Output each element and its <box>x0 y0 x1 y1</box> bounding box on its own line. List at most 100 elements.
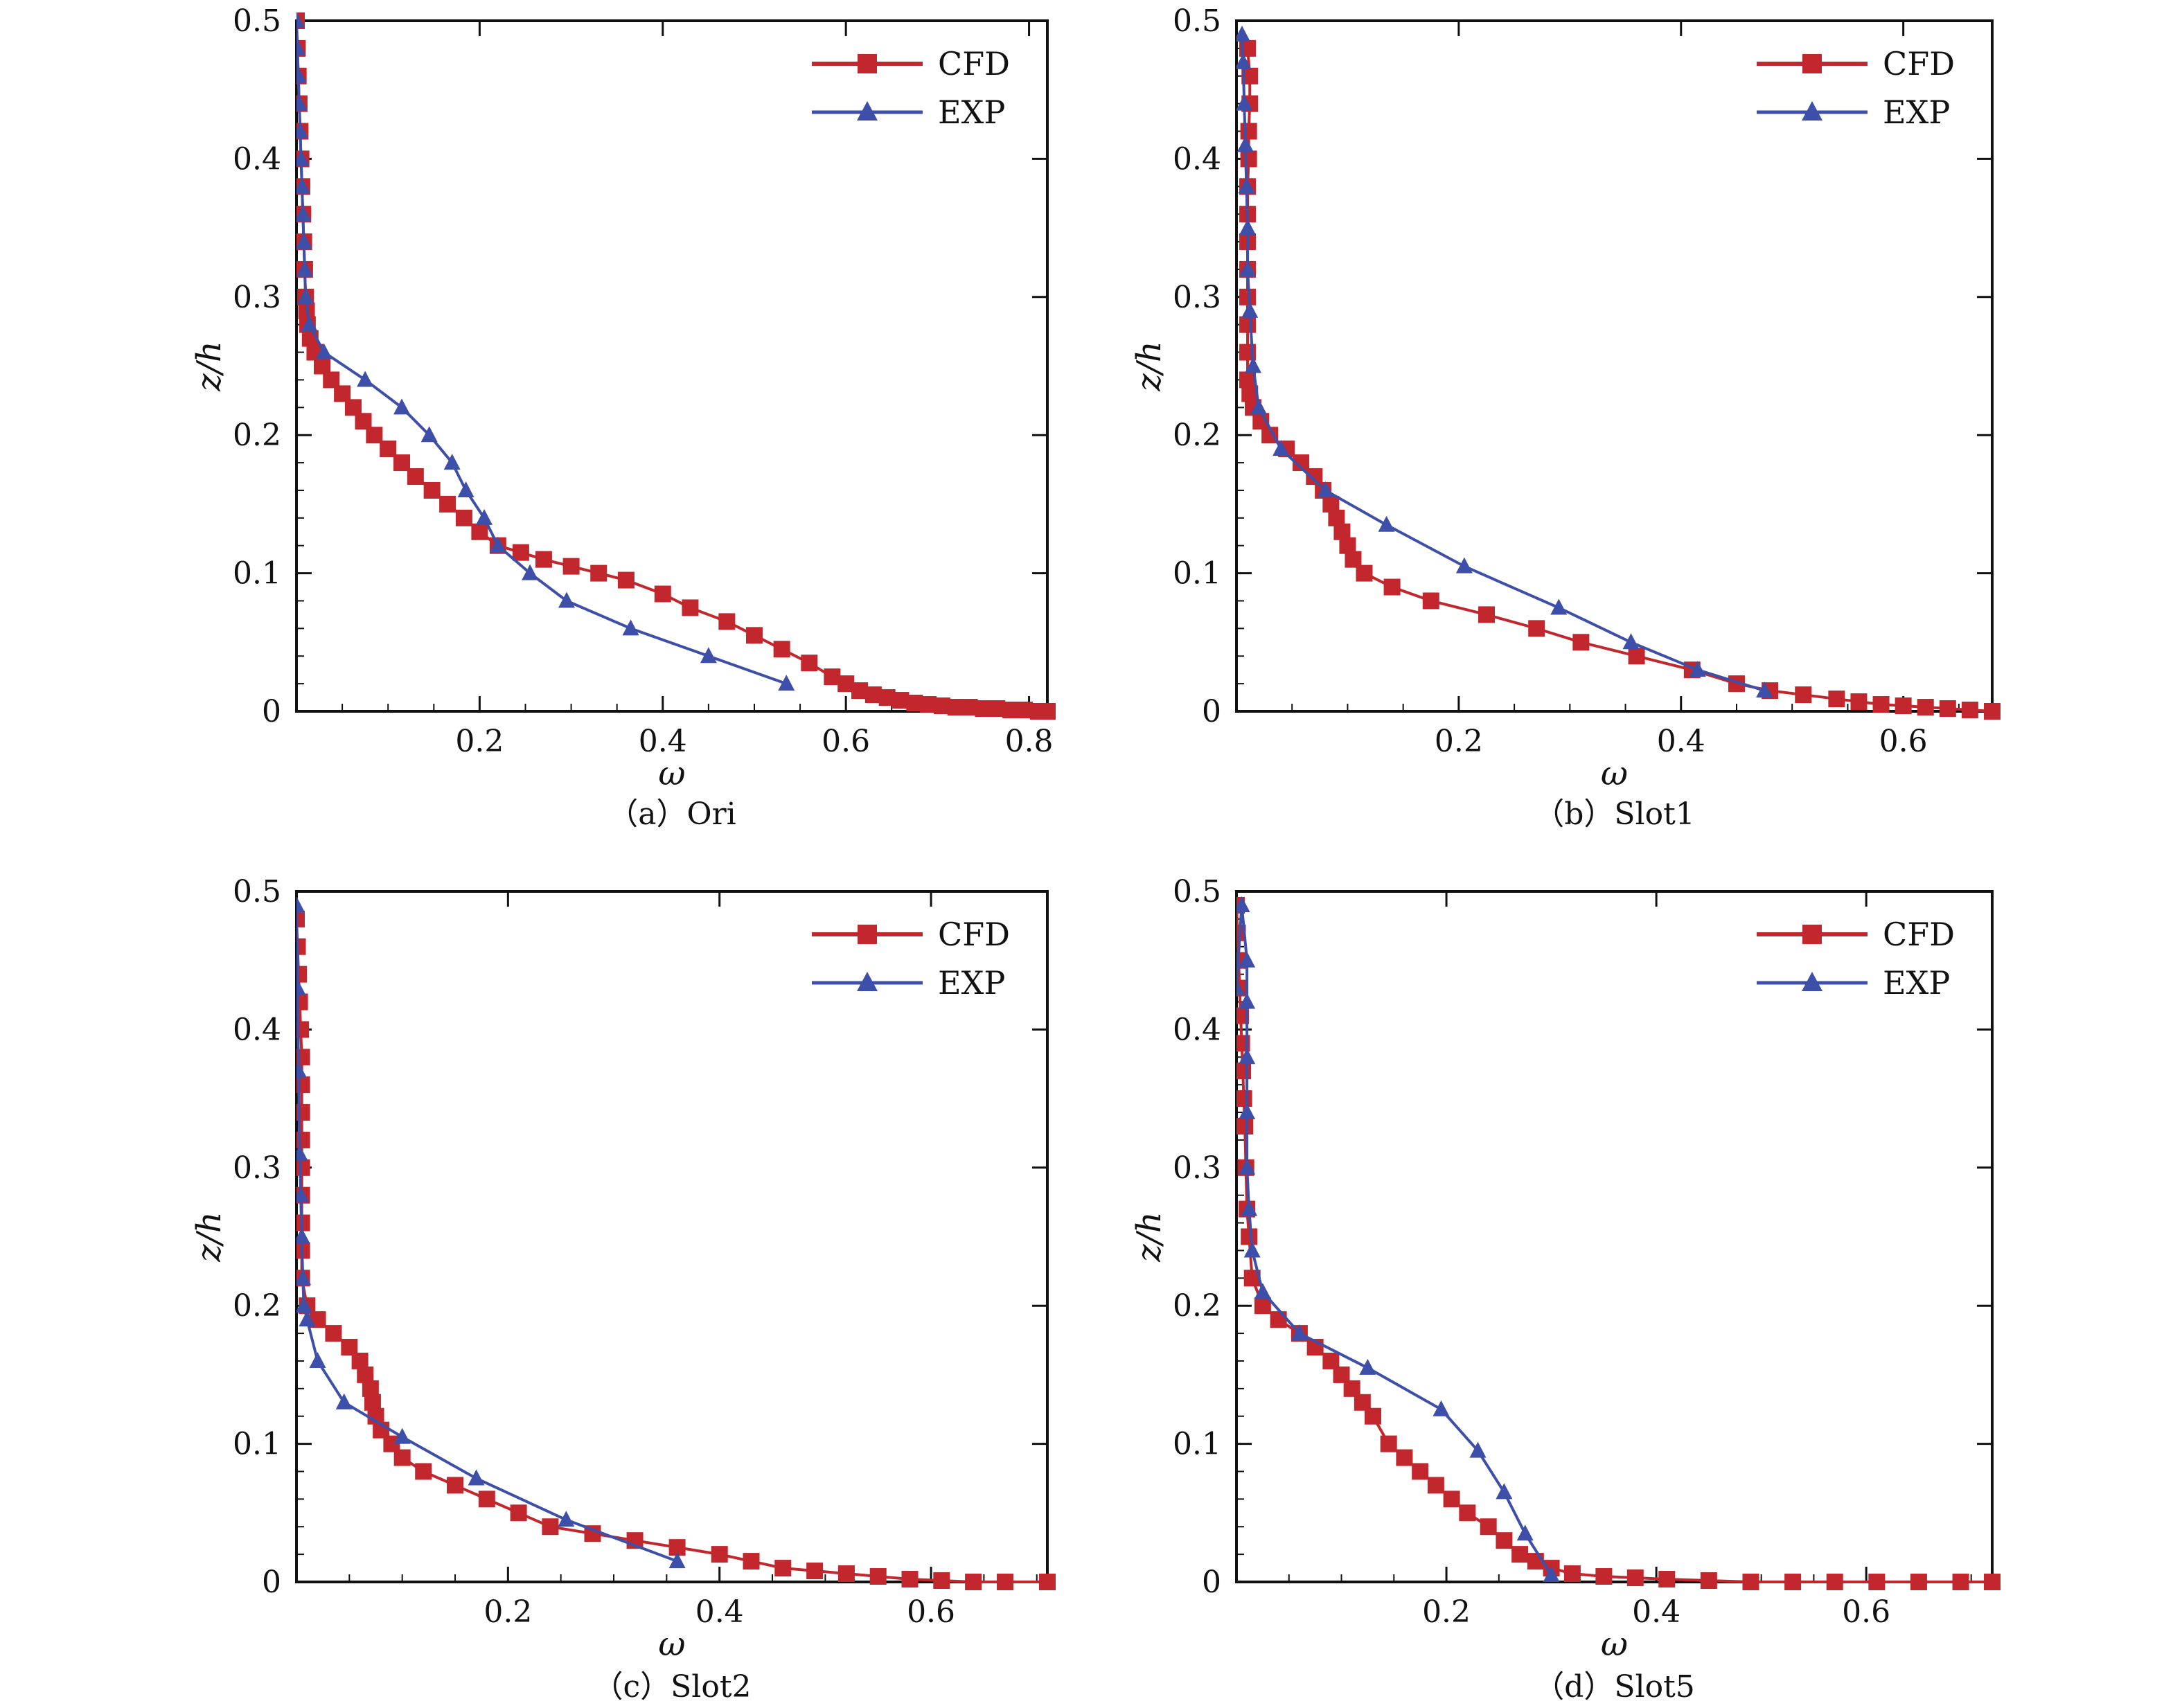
cfd-marker <box>1478 606 1495 623</box>
series-line-exp <box>296 905 678 1563</box>
series-line-cfd <box>296 20 1047 713</box>
exp-marker <box>1239 1158 1256 1175</box>
cfd-marker <box>393 1449 411 1466</box>
x-tick-label: 0.6 <box>822 724 870 759</box>
exp-marker <box>297 287 314 304</box>
cfd-marker <box>542 1518 559 1536</box>
legend-marker-cfd <box>858 925 877 944</box>
exp-marker <box>1239 260 1257 276</box>
cfd-marker <box>296 1214 310 1231</box>
cfd-marker <box>933 1572 950 1590</box>
chart-panel-b: 0 0.1 0.2 0.3 0.4 0.5 0.2 0.4 0.6 ω z/h （b）Slot1 CFD… <box>1130 3 2001 832</box>
cfd-marker <box>590 564 607 582</box>
exp-marker <box>558 591 575 608</box>
cfd-marker <box>1396 1449 1413 1466</box>
y-tick-label: 0 <box>262 694 281 729</box>
cfd-marker <box>901 1571 919 1588</box>
exp-marker <box>1239 951 1256 968</box>
cfd-marker <box>1459 1504 1476 1522</box>
cfd-marker <box>1850 693 1868 711</box>
exp-marker <box>778 675 795 691</box>
x-tick-label: 0.2 <box>1435 724 1483 759</box>
exp-marker <box>489 536 506 553</box>
cfd-marker <box>1795 686 1812 704</box>
y-tick-label: 0.1 <box>1173 556 1221 591</box>
cfd-marker <box>1563 1565 1581 1583</box>
x-tick-label: 0.4 <box>1657 724 1705 759</box>
exp-marker <box>296 233 312 249</box>
cfd-marker <box>423 481 441 499</box>
exp-marker <box>1689 661 1706 677</box>
y-tick-label: 0.3 <box>233 1150 281 1186</box>
cfd-marker <box>415 1463 432 1480</box>
cfd-marker <box>296 1049 310 1066</box>
panel-caption: （c）Slot2 <box>592 1669 751 1705</box>
x-axis-title: ω <box>658 754 685 793</box>
exp-marker <box>1250 398 1268 415</box>
cfd-marker <box>682 599 699 616</box>
cfd-marker <box>1364 1407 1381 1425</box>
cfd-marker <box>341 1339 358 1356</box>
exp-marker <box>668 1552 686 1569</box>
exp-marker <box>1272 440 1290 456</box>
exp-marker <box>296 122 309 139</box>
y-tick-label: 0.2 <box>233 1288 281 1324</box>
legend-label-cfd: CFD <box>1883 45 1955 82</box>
cfd-marker <box>296 910 305 927</box>
exp-marker <box>1543 1566 1560 1583</box>
series-line-cfd <box>296 918 1047 1583</box>
y-axis-title: z/h <box>1130 1211 1169 1262</box>
cfd-marker <box>801 655 818 672</box>
y-tick-label: 0 <box>1202 694 1221 729</box>
cfd-marker <box>1626 1569 1644 1587</box>
exp-marker <box>1236 53 1252 69</box>
chart-panel-c: 0 0.1 0.2 0.3 0.4 0.5 0.2 0.4 0.6 ω z/h （c）Slot2 CFD… <box>190 874 1056 1705</box>
cfd-marker <box>774 1560 792 1577</box>
cfd-marker <box>711 1546 728 1563</box>
cfd-marker <box>510 1504 527 1522</box>
cfd-marker <box>869 1568 887 1585</box>
cfd-marker <box>296 993 308 1011</box>
exp-marker <box>1317 481 1334 497</box>
x-axis-title: ω <box>1601 754 1628 793</box>
exp-marker <box>1236 94 1253 111</box>
exp-marker <box>622 619 639 636</box>
cfd-marker <box>407 468 424 486</box>
exp-marker <box>1254 1283 1271 1299</box>
y-axis-title: z/h <box>190 1211 229 1262</box>
cfd-marker <box>965 1574 982 1590</box>
series-line-cfd <box>1236 905 1992 1583</box>
y-tick-label: 0.4 <box>233 1012 281 1047</box>
cfd-marker <box>447 1477 464 1494</box>
exp-marker <box>1243 1241 1261 1258</box>
panel-caption: （d）Slot5 <box>1534 1669 1695 1705</box>
x-axis-title: ω <box>1601 1625 1628 1664</box>
legend-label-exp: EXP <box>1883 964 1950 1002</box>
plot-area <box>1236 896 2001 1590</box>
y-tick-label: 0 <box>1202 1565 1221 1600</box>
series-line-exp <box>1236 905 1553 1576</box>
exp-marker <box>1239 1048 1256 1065</box>
exp-marker <box>522 564 539 580</box>
cfd-marker <box>1952 1574 1969 1590</box>
cfd-marker <box>1742 1574 1759 1590</box>
cfd-marker <box>773 641 790 658</box>
exp-marker <box>1236 136 1254 152</box>
cfd-marker <box>806 1563 824 1580</box>
y-tick-label: 0.1 <box>1173 1427 1221 1462</box>
cfd-marker <box>296 966 308 983</box>
y-tick-label: 0.5 <box>233 3 281 39</box>
y-axis-title: z/h <box>190 341 229 391</box>
x-axis-title: ω <box>658 1625 685 1664</box>
cfd-marker <box>1236 1117 1254 1135</box>
chart-panel-a: 0 0.1 0.2 0.3 0.4 0.5 0.2 0.4 0.6 0.8 ω z/h （a）Ori CF… <box>190 3 1056 832</box>
y-tick-label: 0.1 <box>233 1427 281 1462</box>
x-tick-label: 0.6 <box>1879 724 1928 759</box>
cfd-marker <box>1356 564 1373 582</box>
exp-marker <box>296 1062 308 1078</box>
plot-area <box>1236 25 2001 720</box>
y-tick-label: 0.4 <box>1173 1012 1221 1047</box>
y-axis-title: z/h <box>1130 341 1169 391</box>
exp-marker <box>1236 25 1251 42</box>
exp-marker <box>1378 515 1395 532</box>
